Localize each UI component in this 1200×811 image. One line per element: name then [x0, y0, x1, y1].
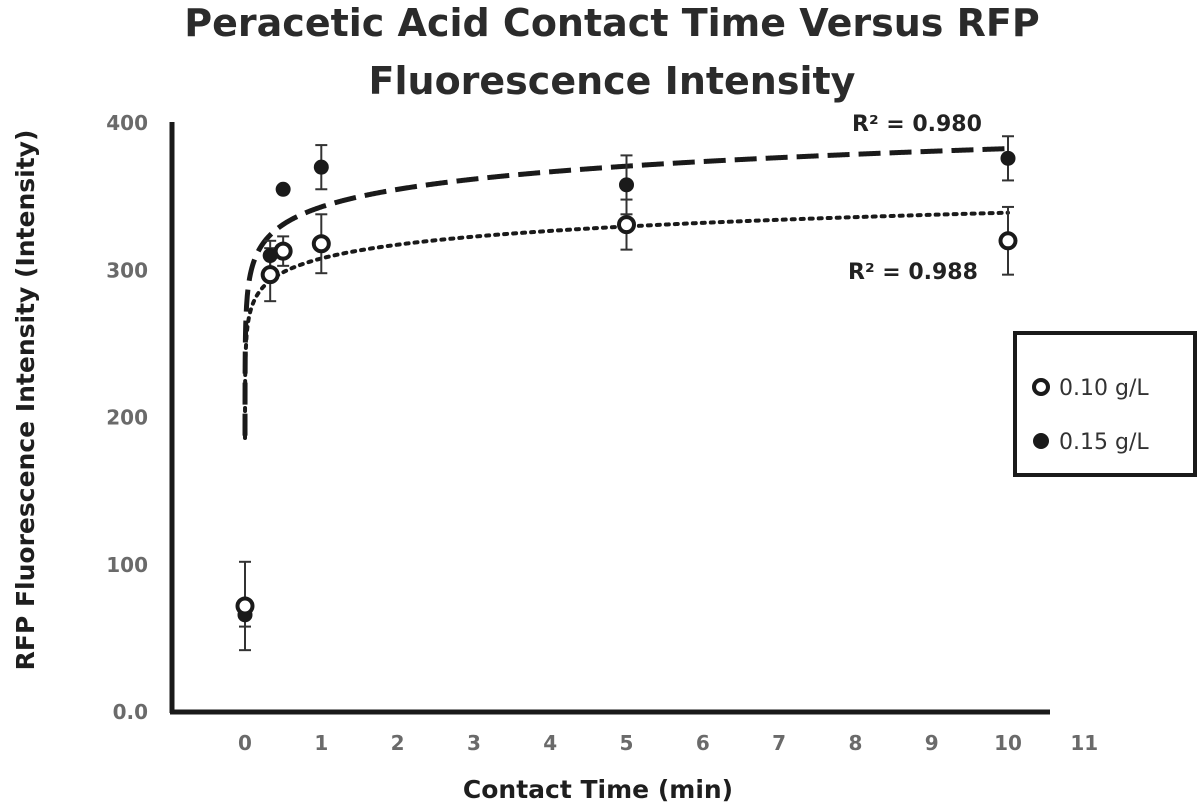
trendline-1: [242, 146, 1009, 436]
r2-label-015: R² = 0.980: [852, 112, 982, 137]
r2-label-010: R² = 0.988: [848, 260, 978, 285]
point-015-2: [275, 181, 291, 197]
y-tick-label-4: 400: [106, 111, 148, 135]
y-tick-label-0: 0.0: [113, 700, 148, 724]
axes: [169, 122, 1050, 715]
x-tick-label-1: 1: [314, 731, 328, 755]
chart-title-line-2: Fluorescence Intensity: [369, 59, 856, 103]
x-tick-label-6: 6: [696, 731, 710, 755]
y-tick-labels: 0.0 100 200 300 400: [106, 111, 148, 724]
data-points: [235, 150, 1018, 623]
point-010-5: [998, 231, 1018, 251]
x-tick-label-10: 10: [994, 731, 1022, 755]
point-010-1: [260, 265, 280, 285]
point-010-3: [311, 234, 331, 254]
legend-label-015: 0.15 g/L: [1059, 430, 1149, 455]
legend-marker-015: [1033, 433, 1049, 449]
point-010-4: [617, 215, 636, 235]
chart-title: Peracetic Acid Contact Time Versus RFP F…: [184, 1, 1039, 103]
x-tick-label-0: 0: [238, 731, 252, 755]
x-tick-label-11: 11: [1070, 731, 1098, 755]
legend-box: [1013, 331, 1197, 477]
y-axis-title: RFP Fluorescence Intensity (Intensity): [11, 130, 40, 671]
x-tick-label-3: 3: [467, 731, 481, 755]
point-015-4: [619, 177, 634, 193]
legend-label-010: 0.10 g/L: [1059, 376, 1149, 401]
error-bars: [239, 135, 1014, 652]
y-tick-label-2: 200: [106, 406, 148, 430]
legend-marker-010: [1032, 378, 1050, 396]
x-axis-title: Contact Time (min): [463, 775, 733, 804]
x-tick-label-4: 4: [543, 731, 557, 755]
point-015-3: [313, 159, 329, 175]
x-tick-label-7: 7: [772, 731, 786, 755]
x-tick-label-2: 2: [391, 731, 405, 755]
x-tick-label-5: 5: [620, 731, 634, 755]
chart-title-line-1: Peracetic Acid Contact Time Versus RFP: [184, 1, 1039, 45]
y-tick-label-1: 100: [106, 553, 148, 577]
x-tick-label-9: 9: [925, 731, 939, 755]
x-tick-labels: 0 1 2 3 4 5 6 7 8 9 10 11: [238, 731, 1098, 755]
point-010-0: [235, 596, 255, 616]
point-015-5: [1000, 150, 1016, 166]
y-tick-label-3: 300: [106, 258, 148, 282]
point-010-2: [273, 241, 293, 261]
x-tick-label-8: 8: [848, 731, 862, 755]
legend: 0.10 g/L 0.15 g/L: [1013, 331, 1197, 477]
